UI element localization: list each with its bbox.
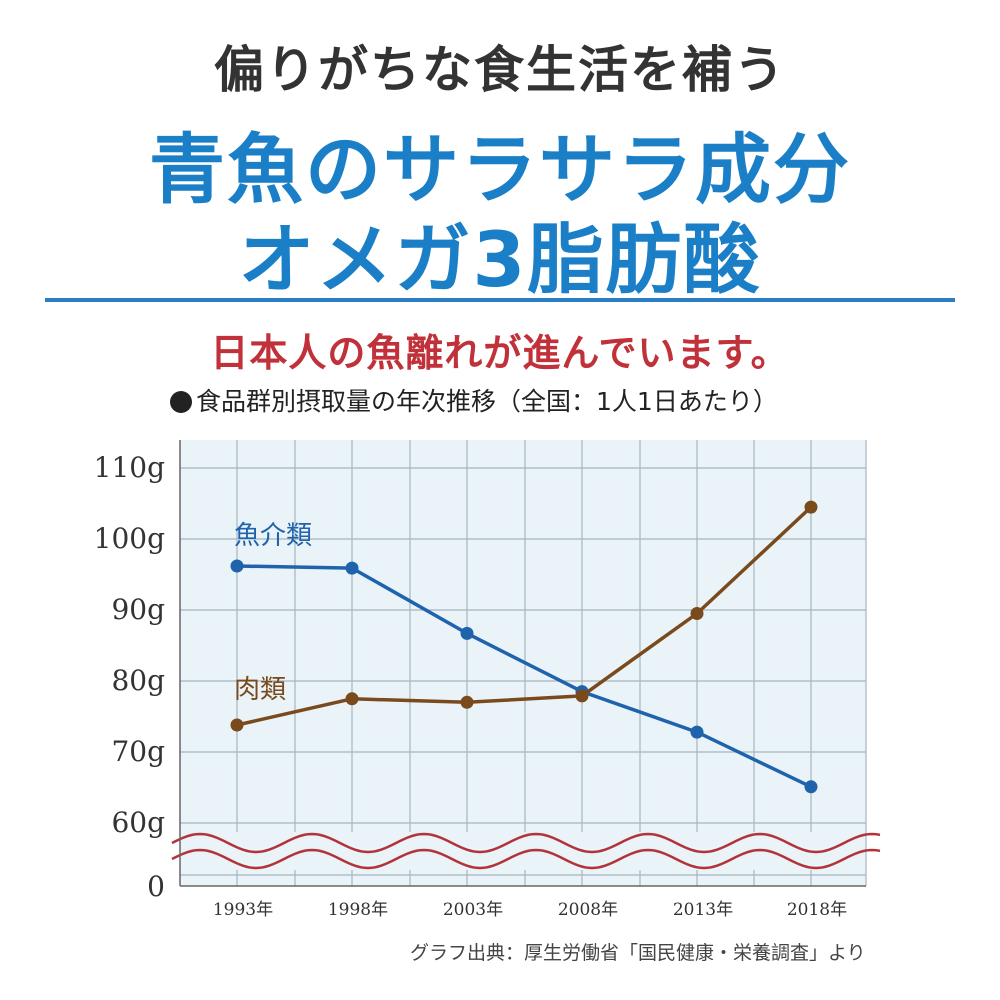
headline-line-2: オメガ3脂肪酸 (238, 215, 762, 304)
data-point-fish (804, 780, 818, 794)
x-axis-ticks: 1993年 1998年 2003年 2008年 2013年 2018年 (213, 900, 847, 920)
data-point-meat (575, 689, 589, 703)
y-tick-label: 60g (111, 806, 165, 839)
chart-title: 食品群別摂取量の年次推移（全国：1人1日あたり） (170, 382, 778, 418)
x-tick-label: 1993年 (213, 900, 273, 920)
series-label-fish: 魚介類 (234, 521, 312, 551)
bullet-icon (170, 391, 192, 413)
chart-title-text: 食品群別摂取量の年次推移（全国：1人1日あたり） (196, 387, 778, 416)
data-point-fish (230, 559, 244, 573)
gridlines (180, 440, 867, 886)
data-point-fish (690, 725, 704, 739)
data-point-meat (804, 500, 818, 514)
axis-break-wave-lower (171, 848, 881, 870)
data-point-meat (460, 695, 474, 709)
data-point-meat (345, 692, 359, 706)
y-tick-label: 110g (94, 451, 165, 484)
data-point-fish (460, 626, 474, 640)
axis-break-wave-upper (171, 832, 881, 854)
y-tick-label: 100g (94, 522, 165, 555)
data-point-meat (690, 607, 704, 620)
series-line-fish (236, 564, 812, 789)
x-tick-label: 2003年 (443, 900, 503, 920)
y-tick-label: 70g (111, 735, 165, 768)
y-axis-ticks: 110g 100g 90g 80g 70g 60g 0 (94, 451, 165, 903)
tagline: 日本人の魚離れが進んでいます。 (210, 331, 790, 375)
data-point-fish (345, 561, 359, 575)
data-point-meat (230, 718, 244, 732)
y-tick-label: 0 (147, 870, 165, 903)
series-line-meat (236, 505, 813, 727)
y-tick-label: 80g (111, 664, 165, 697)
x-tick-label: 1998年 (328, 900, 388, 920)
series-label-meat: 肉類 (234, 675, 286, 705)
series (230, 500, 818, 794)
x-tick-label: 2008年 (558, 900, 618, 920)
y-tick-label: 90g (111, 593, 165, 626)
x-tick-label: 2018年 (787, 900, 847, 920)
x-tick-label: 2013年 (673, 900, 733, 920)
subtitle: 偏りがちな食生活を補う (214, 41, 786, 99)
source-note: グラフ出典：厚生労働省「国民健康・栄養調査」より (410, 942, 866, 964)
divider (45, 298, 955, 302)
headline-line-1: 青魚のサラサラ成分 (149, 125, 851, 214)
